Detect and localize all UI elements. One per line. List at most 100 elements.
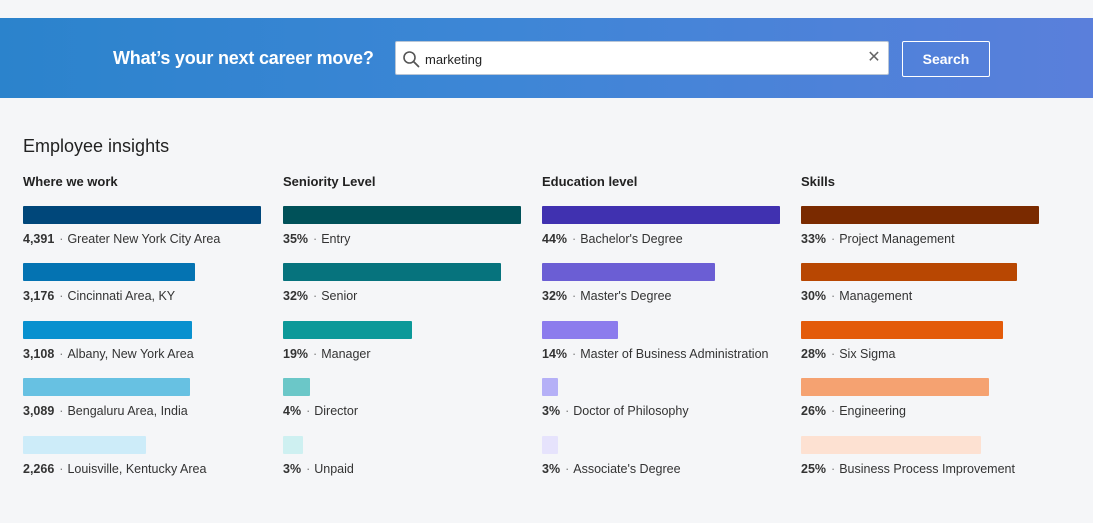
- insight-bar: [23, 436, 146, 454]
- insight-label: Business Process Improvement: [839, 462, 1015, 476]
- separator-dot: ·: [59, 404, 64, 418]
- insight-label: Manager: [321, 347, 371, 361]
- separator-dot: ·: [565, 462, 570, 476]
- insight-value: 4%: [283, 404, 302, 418]
- search-hero-banner: What’s your next career move? ✕ Search: [0, 18, 1093, 98]
- insight-label: Associate's Degree: [573, 462, 681, 476]
- separator-dot: ·: [831, 289, 836, 303]
- insight-label: Master's Degree: [580, 289, 672, 303]
- insight-row-text: 32% · Senior: [283, 289, 357, 303]
- insight-bar: [801, 436, 981, 454]
- insight-value: 2,266: [23, 462, 55, 476]
- insight-label: Bachelor's Degree: [580, 232, 683, 246]
- insight-bar: [801, 263, 1017, 281]
- insight-value: 25%: [801, 462, 827, 476]
- insight-value: 28%: [801, 347, 827, 361]
- insight-bar: [801, 378, 989, 396]
- separator-dot: ·: [313, 289, 318, 303]
- separator-dot: ·: [831, 404, 836, 418]
- insight-bar: [283, 378, 310, 396]
- insight-value: 35%: [283, 232, 309, 246]
- close-icon[interactable]: ✕: [867, 49, 881, 66]
- insight-row-text: 14% · Master of Business Administration: [542, 347, 768, 361]
- column-header: Skills: [801, 174, 835, 189]
- insight-label: Engineering: [839, 404, 906, 418]
- insight-row-text: 3% · Unpaid: [283, 462, 354, 476]
- insight-value: 19%: [283, 347, 309, 361]
- insight-row-text: 25% · Business Process Improvement: [801, 462, 1015, 476]
- separator-dot: ·: [306, 404, 311, 418]
- insight-value: 32%: [542, 289, 568, 303]
- section-title: Employee insights: [23, 136, 170, 156]
- insight-row-text: 4% · Director: [283, 404, 358, 418]
- insight-row-text: 2,266 · Louisville, Kentucky Area: [23, 462, 206, 476]
- insight-label: Greater New York City Area: [67, 232, 221, 246]
- search-icon: [403, 51, 420, 68]
- insight-value: 4,391: [23, 232, 55, 246]
- insight-row-text: 3% · Associate's Degree: [542, 462, 681, 476]
- insight-bar: [283, 263, 501, 281]
- insight-bar: [283, 436, 303, 454]
- search-box[interactable]: ✕: [395, 41, 889, 75]
- column-header: Where we work: [23, 174, 118, 189]
- insight-row-text: 3,108 · Albany, New York Area: [23, 347, 194, 361]
- insight-column: Where we work 4,391 · Greater New York City…: [23, 173, 268, 476]
- search-button[interactable]: Search: [902, 41, 990, 77]
- insight-row-text: 3,089 · Bengaluru Area, India: [23, 404, 188, 418]
- search-input[interactable]: [425, 48, 855, 70]
- column-header: Seniority Level: [283, 174, 376, 189]
- separator-dot: ·: [59, 462, 64, 476]
- insight-row-text: 32% · Master's Degree: [542, 289, 672, 303]
- insight-label: Senior: [321, 289, 358, 303]
- separator-dot: ·: [831, 347, 836, 361]
- insight-bar: [542, 436, 558, 454]
- insight-bar: [542, 378, 558, 396]
- insight-row-text: 35% · Entry: [283, 232, 350, 246]
- insight-label: Unpaid: [314, 462, 354, 476]
- insight-bar: [542, 263, 715, 281]
- insight-value: 3,108: [23, 347, 55, 361]
- insight-bar: [23, 378, 190, 396]
- insight-value: 26%: [801, 404, 827, 418]
- insight-value: 3%: [283, 462, 302, 476]
- insight-value: 3,176: [23, 289, 55, 303]
- column-header: Education level: [542, 174, 638, 189]
- insight-label: Bengaluru Area, India: [67, 404, 188, 418]
- insight-label: Entry: [321, 232, 351, 246]
- insight-label: Doctor of Philosophy: [573, 404, 689, 418]
- insight-label: Director: [314, 404, 359, 418]
- insight-label: Management: [839, 289, 913, 303]
- insight-row-text: 3,176 · Cincinnati Area, KY: [23, 289, 175, 303]
- insight-bar: [283, 206, 521, 224]
- separator-dot: ·: [313, 232, 318, 246]
- insight-bar: [23, 263, 195, 281]
- insight-bar: [542, 206, 780, 224]
- insight-value: 3,089: [23, 404, 55, 418]
- insight-label: Master of Business Administration: [580, 347, 769, 361]
- separator-dot: ·: [831, 462, 836, 476]
- insight-label: Louisville, Kentucky Area: [67, 462, 207, 476]
- insight-bar: [23, 321, 192, 339]
- hero-title: What’s your next career move?: [113, 48, 374, 68]
- insight-label: Project Management: [839, 232, 955, 246]
- insight-value: 3%: [542, 404, 561, 418]
- separator-dot: ·: [59, 347, 64, 361]
- insight-row-text: 33% · Project Management: [801, 232, 955, 246]
- insight-row-text: 28% · Six Sigma: [801, 347, 895, 361]
- insight-bar: [23, 206, 261, 224]
- separator-dot: ·: [59, 232, 64, 246]
- insight-row-text: 30% · Management: [801, 289, 912, 303]
- insight-value: 32%: [283, 289, 309, 303]
- insight-bar: [801, 206, 1039, 224]
- insight-row-text: 4,391 · Greater New York City Area: [23, 232, 220, 246]
- insight-value: 14%: [542, 347, 568, 361]
- insight-value: 33%: [801, 232, 827, 246]
- insight-row-text: 44% · Bachelor's Degree: [542, 232, 683, 246]
- insight-bar: [283, 321, 412, 339]
- insight-bar: [542, 321, 618, 339]
- insight-row-text: 3% · Doctor of Philosophy: [542, 404, 689, 418]
- separator-dot: ·: [831, 232, 836, 246]
- insight-label: Six Sigma: [839, 347, 896, 361]
- insight-label: Cincinnati Area, KY: [67, 289, 176, 303]
- separator-dot: ·: [572, 289, 577, 303]
